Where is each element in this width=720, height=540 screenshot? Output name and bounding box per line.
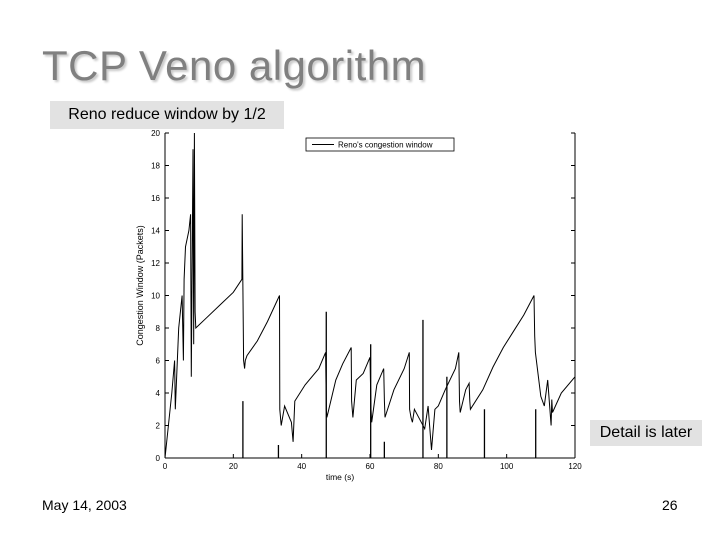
detail-callout: Detail is later bbox=[590, 420, 702, 446]
x-tick-label: 120 bbox=[568, 462, 582, 471]
y-tick-label: 18 bbox=[151, 162, 160, 171]
y-tick-label: 4 bbox=[156, 389, 161, 398]
footer-date: May 14, 2003 bbox=[42, 497, 127, 513]
axis-labels: time (s) Congestion Window (Packets) bbox=[135, 225, 354, 482]
y-tick-label: 12 bbox=[151, 259, 160, 268]
axis-ticks: 0 2 4 6 8 10 12 14 16 18 20 0 20 40 60 80 100 120 bbox=[151, 129, 582, 471]
x-tick-label: 80 bbox=[434, 462, 443, 471]
x-tick-label: 0 bbox=[163, 462, 168, 471]
x-tick-label: 40 bbox=[297, 462, 306, 471]
x-tick-label: 20 bbox=[229, 462, 238, 471]
slide-title: TCP Veno algorithm bbox=[42, 42, 427, 89]
series-layer bbox=[164, 132, 576, 459]
y-tick-label: 2 bbox=[156, 422, 161, 431]
y-tick-label: 8 bbox=[156, 324, 161, 333]
legend: Reno's congestion window bbox=[305, 137, 455, 152]
y-tick-label: 6 bbox=[156, 357, 161, 366]
reno-callout: Reno reduce window by 1/2 bbox=[50, 101, 284, 129]
y-tick-label: 0 bbox=[156, 454, 161, 463]
spike-layer bbox=[242, 311, 537, 458]
y-axis-label: Congestion Window (Packets) bbox=[135, 225, 145, 346]
page-number: 26 bbox=[662, 497, 678, 513]
x-axis-label: time (s) bbox=[326, 472, 355, 482]
x-tick-label: 60 bbox=[366, 462, 375, 471]
series-line-reno-congestion-window bbox=[164, 132, 576, 459]
y-tick-label: 20 bbox=[151, 129, 160, 138]
y-tick-label: 10 bbox=[151, 292, 160, 301]
legend-label: Reno's congestion window bbox=[338, 141, 433, 150]
plot-frame bbox=[164, 133, 576, 459]
x-tick-label: 100 bbox=[500, 462, 514, 471]
y-tick-label: 16 bbox=[151, 194, 160, 203]
y-tick-label: 14 bbox=[151, 227, 160, 236]
legend-box bbox=[305, 137, 455, 152]
